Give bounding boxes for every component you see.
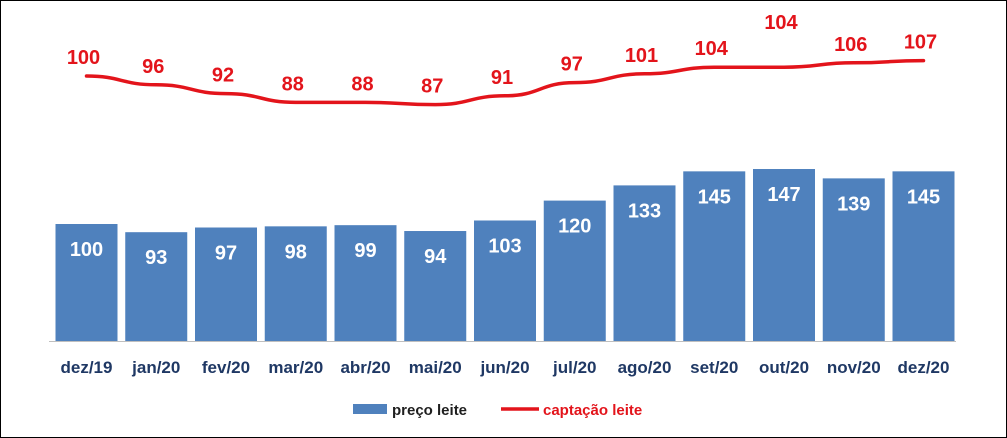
bar-mai-20 — [404, 231, 467, 341]
bar-dez-20 — [892, 171, 955, 341]
line-value-label: 88 — [351, 73, 373, 95]
x-tick-label: dez/20 — [898, 358, 950, 377]
line-value-label: 88 — [282, 73, 304, 95]
bar-value-label: 100 — [70, 239, 103, 261]
x-tick-label: jul/20 — [552, 358, 596, 377]
x-tick-label: jun/20 — [479, 358, 529, 377]
line-value-label: 101 — [625, 45, 658, 67]
x-tick-label: mar/20 — [268, 358, 323, 377]
line-value-label: 96 — [142, 56, 164, 78]
bar-value-label: 98 — [285, 241, 307, 263]
bar-fev-20 — [195, 227, 257, 341]
bar-value-label: 93 — [145, 247, 167, 269]
bar-value-label: 145 — [907, 186, 940, 208]
line-value-label: 91 — [491, 67, 513, 89]
x-tick-label: nov/20 — [827, 358, 881, 377]
bar-jan-20 — [125, 232, 188, 341]
x-tick-label: jan/20 — [131, 358, 180, 377]
bar-value-label: 145 — [698, 186, 731, 208]
x-tick-label: mai/20 — [409, 358, 462, 377]
line-value-label: 100 — [67, 47, 100, 69]
x-tick-label: abr/20 — [340, 358, 390, 377]
legend-swatch-preco-leite — [353, 404, 387, 414]
bar-data-labels: 100 93 97 98 99 94 103 120 133 145 147 139 145 — [70, 184, 940, 269]
bar-out-20 — [753, 169, 815, 341]
x-tick-label: out/20 — [759, 358, 809, 377]
line-series-captacao-leite — [84, 58, 926, 107]
line-value-label: 107 — [904, 32, 937, 54]
x-axis-tick-labels: dez/19 jan/20 fev/20 mar/20 abr/20 mai/20 jun/… — [61, 358, 950, 377]
x-tick-label: set/20 — [690, 358, 738, 377]
legend-label-captacao-leite: captação leite — [543, 402, 642, 419]
line-value-label: 92 — [212, 65, 234, 87]
bar-value-label: 99 — [354, 240, 376, 262]
bar-jul-20 — [543, 200, 606, 341]
line-value-label: 104 — [695, 38, 729, 60]
x-tick-label: dez/19 — [61, 358, 113, 377]
line-value-label: 87 — [421, 76, 443, 98]
bar-value-label: 97 — [215, 243, 237, 265]
line-value-label: 97 — [561, 54, 583, 76]
bar-mar-20 — [264, 226, 327, 341]
bar-set-20 — [683, 171, 746, 341]
line-value-label: 106 — [834, 34, 867, 56]
bar-value-label: 103 — [488, 235, 521, 257]
bar-value-label: 139 — [837, 193, 870, 215]
bar-ago-20 — [613, 185, 676, 341]
line-data-labels: 100 96 92 88 88 87 91 97 101 104 104 106 107 — [67, 12, 937, 97]
bar-dez-19 — [55, 224, 118, 341]
bar-nov-20 — [822, 178, 885, 341]
legend-label-preco-leite: preço leite — [392, 402, 467, 419]
bar-value-label: 120 — [558, 216, 591, 238]
bar-value-label: 133 — [628, 200, 661, 222]
x-tick-label: fev/20 — [202, 358, 250, 377]
bar-abr-20 — [334, 225, 397, 341]
bar-value-label: 94 — [424, 246, 447, 268]
x-tick-label: ago/20 — [618, 358, 672, 377]
bar-jun-20 — [474, 220, 536, 341]
line-value-label: 104 — [764, 12, 798, 34]
bar-series-preco-leite — [55, 169, 955, 341]
legend: preço leite captação leite — [353, 402, 642, 419]
bar-value-label: 147 — [767, 184, 800, 206]
